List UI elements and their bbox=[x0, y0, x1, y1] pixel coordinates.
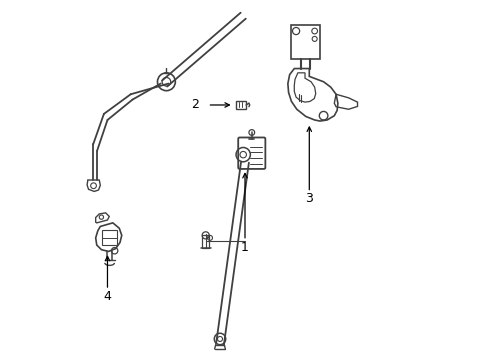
Bar bbox=[102, 230, 117, 245]
Text: 4: 4 bbox=[103, 289, 111, 303]
Bar bbox=[291, 24, 320, 59]
Text: 2: 2 bbox=[191, 99, 198, 112]
Bar bbox=[236, 101, 246, 109]
Text: 3: 3 bbox=[305, 192, 313, 205]
Text: 1: 1 bbox=[241, 241, 249, 255]
Bar bbox=[202, 235, 209, 248]
